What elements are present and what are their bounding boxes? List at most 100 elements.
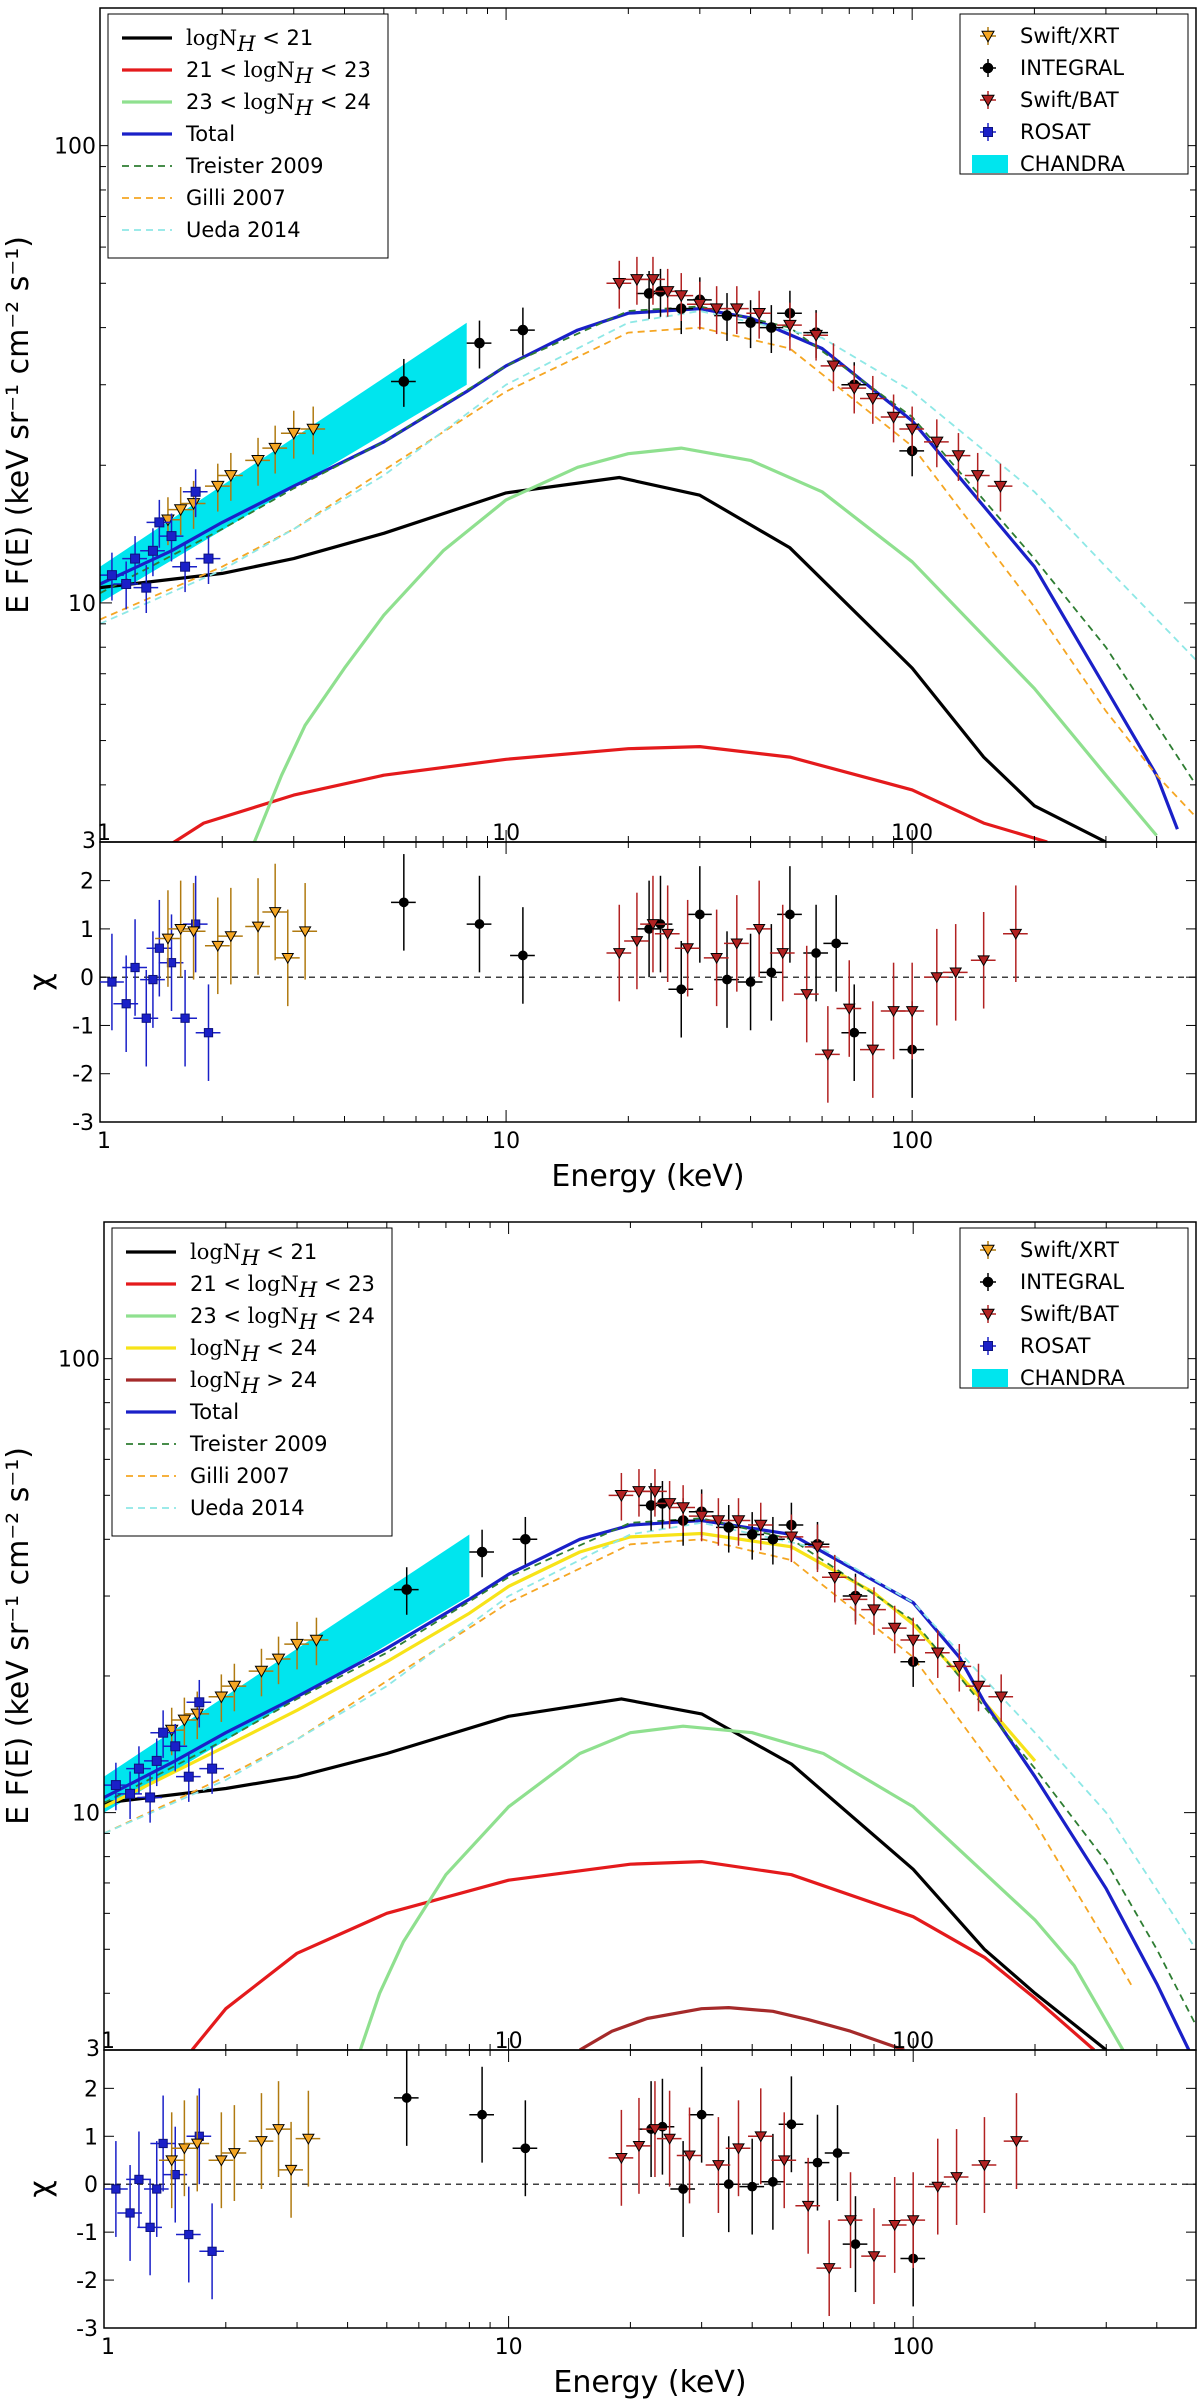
residual-point-29 — [777, 866, 802, 963]
data-point-1-1 — [466, 320, 492, 369]
residual-marker-2 — [130, 962, 140, 973]
residual-marker-29 — [785, 909, 795, 920]
residual-point-13 — [204, 897, 230, 995]
residual-axes-frame — [99, 841, 1197, 1123]
data-point-3-8 — [186, 1679, 212, 1728]
marker-0-1 — [173, 504, 188, 517]
marker-1-0 — [401, 1584, 413, 1595]
legend-label-part: H — [240, 1374, 260, 1398]
residual-marker-1 — [121, 999, 131, 1009]
residual-point-6 — [162, 2126, 188, 2223]
residual-marker-2 — [134, 2174, 144, 2185]
data-point-0-8 — [300, 406, 326, 455]
data-point-2-9 — [777, 302, 802, 351]
residual-marker-26 — [722, 974, 732, 985]
marker-0-6 — [268, 442, 283, 455]
model-legend-box — [107, 13, 389, 259]
residual-marker-17 — [281, 952, 295, 965]
residual-marker-29 — [786, 2119, 797, 2130]
residual-point-20 — [466, 875, 492, 973]
data-point-1-9 — [758, 305, 784, 353]
marker-3-4 — [147, 545, 158, 556]
residual-point-28 — [760, 2133, 785, 2230]
marker-2-9 — [783, 319, 797, 332]
x-axis-title: Energy (keV) — [553, 2365, 746, 2400]
residual-marker-4 — [152, 2184, 162, 2194]
x-tick-label: 10 — [492, 1129, 520, 1154]
data-legend: Swift/XRT INTEGRAL Swift/BAT ROSAT CHANDRA — [959, 13, 1189, 176]
legend-label-part: logN — [190, 1240, 241, 1264]
residual-marker-30 — [812, 2157, 823, 2168]
y-tick-label: 10 — [72, 1802, 100, 1827]
data-point-0-7 — [284, 1621, 309, 1670]
data-point-2-4 — [668, 273, 694, 321]
data-legend-box — [959, 13, 1189, 175]
residual-point-36 — [640, 875, 665, 973]
residual-marker-51 — [978, 2160, 991, 2172]
marker-2-19 — [994, 1691, 1009, 1704]
residual-point-3 — [137, 2179, 162, 2276]
data-point-2-0 — [608, 1472, 634, 1521]
marker-3-7 — [183, 1771, 194, 1782]
marker-2-7 — [731, 1515, 746, 1528]
residual-marker-45 — [842, 1003, 856, 1015]
legend-label-part: 23 < — [190, 1304, 248, 1328]
data-point-2-8 — [746, 290, 772, 339]
model-legend-label-6: Treister 2009 — [189, 1432, 328, 1456]
marker-0-3 — [214, 1691, 229, 1704]
residual-y-axis-title: χ — [23, 973, 58, 990]
residual-marker-13 — [211, 940, 225, 953]
marker-3-1 — [125, 1788, 136, 1799]
residual-point-7 — [172, 969, 198, 1067]
data-point-3-6 — [158, 513, 184, 562]
residual-point-52 — [1003, 2093, 1029, 2189]
residual-marker-52 — [1010, 2136, 1023, 2148]
residual-point-35 — [626, 2097, 651, 2194]
residual-marker-19 — [401, 2093, 412, 2103]
residual-point-10 — [158, 2112, 184, 2209]
marker-2-12 — [847, 382, 862, 395]
marker-0-3 — [210, 480, 225, 493]
residual-marker-50 — [949, 967, 963, 979]
marker-2-10 — [810, 1541, 825, 1554]
residual-point-5 — [146, 899, 172, 997]
data-point-0-6 — [262, 425, 288, 474]
data-point-2-14 — [880, 394, 906, 443]
marker-3-8 — [190, 486, 201, 497]
model-legend-label-0: logNH < 21 — [190, 1240, 317, 1270]
marker-2-15 — [906, 1634, 921, 1647]
residual-point-38 — [674, 899, 700, 997]
residual-point-4 — [140, 931, 165, 1028]
chandra-legend-swatch — [972, 1369, 1008, 1387]
model-legend-label-3: Total — [185, 122, 235, 146]
residual-marker-4 — [148, 974, 158, 985]
marker-2-13 — [867, 1604, 881, 1617]
residual-marker-39 — [712, 2160, 725, 2172]
residual-marker-38 — [683, 2150, 696, 2162]
residual-marker-7 — [180, 1013, 190, 1023]
legend-label-part: < 21 — [260, 1240, 318, 1264]
residual-point-11 — [171, 2100, 197, 2197]
data-point-1-8 — [737, 300, 763, 349]
data-point-2-2 — [640, 256, 665, 305]
marker-1-7 — [721, 310, 733, 321]
residual-point-13 — [208, 2112, 234, 2209]
residual-point-47 — [881, 2177, 907, 2273]
model-legend-label-8: Ueda 2014 — [190, 1496, 305, 1520]
legend-label-part: H — [298, 1278, 318, 1302]
marker-2-0 — [612, 277, 627, 291]
residual-marker-39 — [710, 952, 724, 965]
residual-marker-30 — [811, 948, 821, 958]
data-point-2-19 — [988, 1674, 1014, 1722]
residual-point-46 — [860, 1001, 885, 1098]
data-point-0-3 — [204, 463, 230, 512]
residual-point-44 — [815, 1006, 840, 1103]
residual-point-17 — [278, 2121, 303, 2218]
legend-label-part: < 23 — [317, 1272, 375, 1296]
marker-3-8 — [194, 1697, 205, 1708]
residual-point-48 — [900, 2172, 926, 2269]
residual-marker-15 — [255, 2136, 268, 2148]
model-line-4 — [578, 2006, 905, 2050]
marker-0-6 — [271, 1653, 286, 1666]
